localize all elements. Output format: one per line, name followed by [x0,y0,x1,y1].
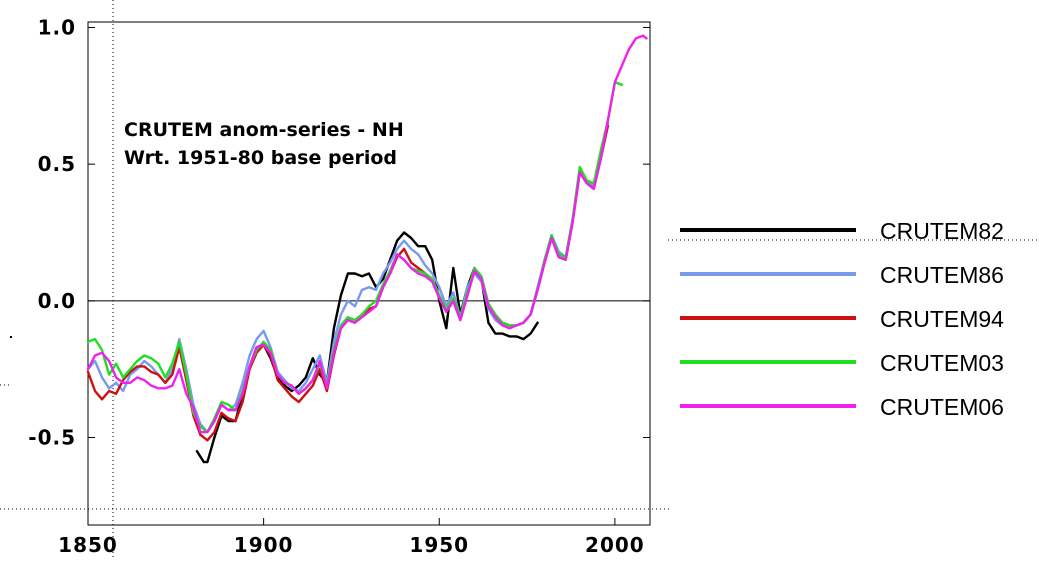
legend-label-crutem06: CRUTEM06 [880,394,1004,420]
x-tick-label: 1950 [409,533,469,557]
legend-label-crutem94: CRUTEM94 [880,306,1004,332]
legend-label-crutem03: CRUTEM03 [880,350,1004,376]
series-line-crutem94 [86,124,610,442]
series-group [86,34,648,464]
x-tick-label: 2000 [585,533,645,557]
y-tick-label: 0.0 [38,289,76,313]
y-tick-label: 0.5 [38,152,76,176]
y-tick-label: -0.5 [28,426,76,450]
annotation-line-2: Wrt. 1951-80 base period [124,147,397,169]
y-tick-label: 1.0 [38,15,76,39]
series-line-crutem82 [195,231,539,464]
x-axis: 1850 1900 1950 2000 [58,518,645,557]
series-line-crutem86 [86,121,610,434]
x-tick-label: 1850 [58,533,118,557]
legend: CRUTEM82 CRUTEM86 CRUTEM94 CRUTEM03 CRUTEM06 [680,218,1004,420]
guide-dot [10,336,12,338]
x-tick-label: 1900 [234,533,294,557]
plot-frame [87,21,651,526]
legend-label-crutem86: CRUTEM86 [880,262,1004,288]
series-line-crutem06 [86,34,648,434]
y-axis: 1.0 0.5 0.0 -0.5 [28,15,650,450]
legend-label-crutem82: CRUTEM82 [880,218,1004,244]
annotation-line-1: CRUTEM anom-series - NH [124,119,404,141]
